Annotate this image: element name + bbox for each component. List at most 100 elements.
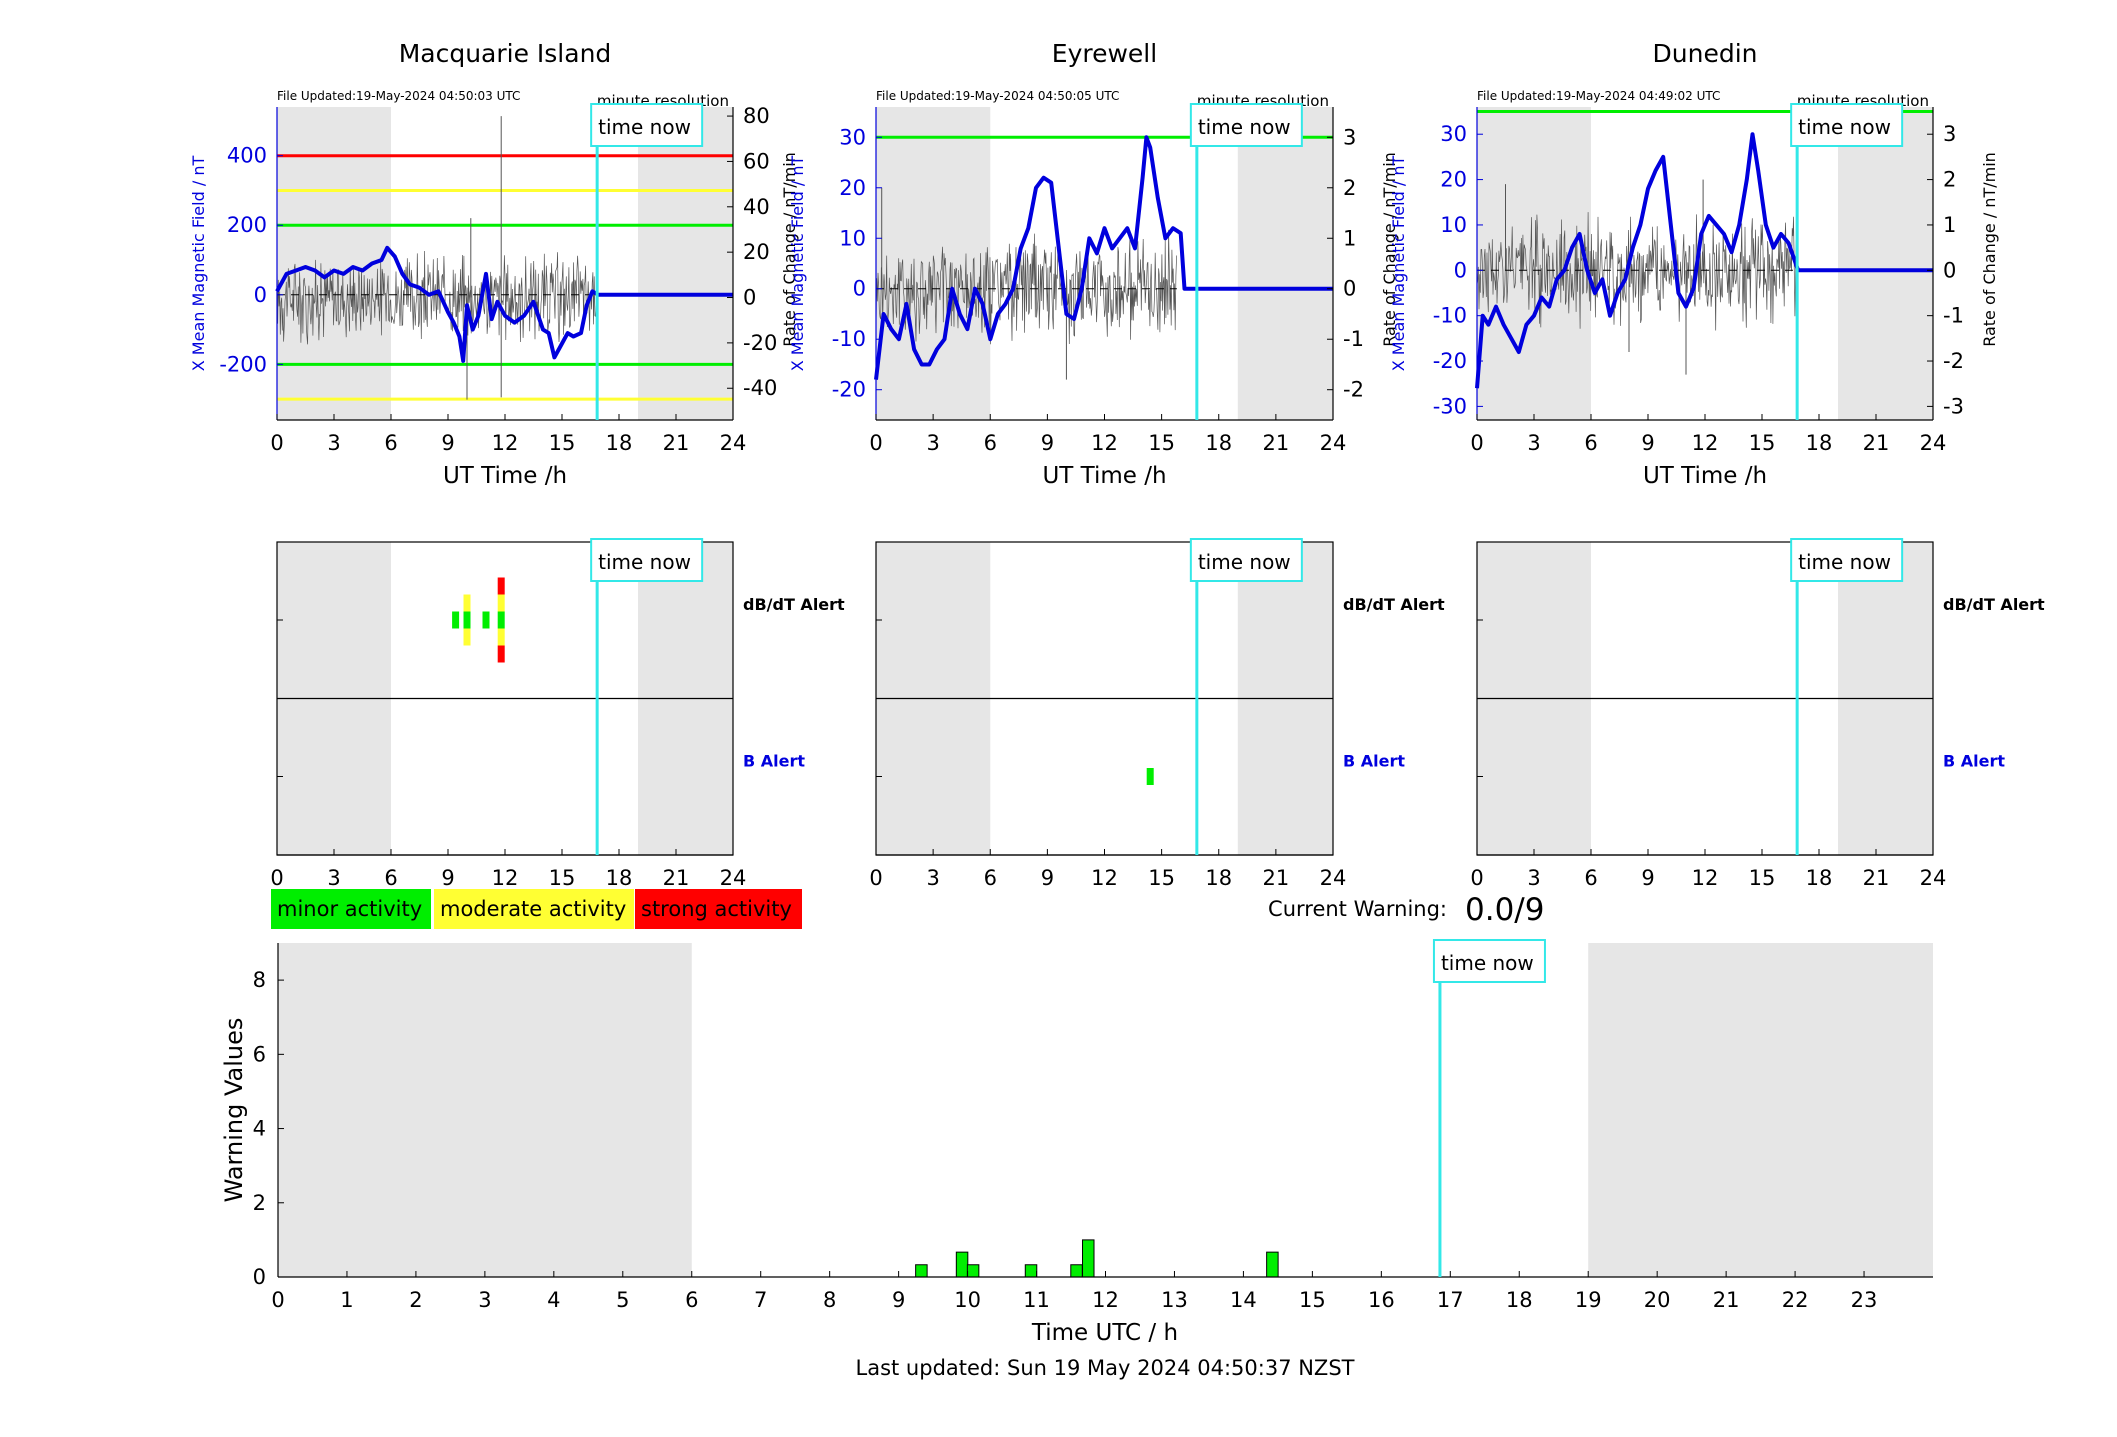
x-tick-label: 0 <box>869 431 882 455</box>
x-tick-label: 12 <box>1692 431 1719 455</box>
x-tick-label: 0 <box>270 866 283 890</box>
x-tick-label: 12 <box>1692 866 1719 890</box>
x-tick-label: 10 <box>954 1288 981 1312</box>
y-tick-label: -20 <box>1433 349 1467 373</box>
warning-bar <box>966 1264 980 1278</box>
y-tick-label: 30 <box>1440 122 1467 146</box>
x-tick-label: 0 <box>1470 431 1483 455</box>
x-tick-label: 11 <box>1023 1288 1050 1312</box>
alert-mark <box>463 611 471 629</box>
y-tick-label: 0 <box>253 1265 266 1289</box>
x-tick-label: 21 <box>1713 1288 1740 1312</box>
alert-mark <box>1146 768 1154 785</box>
current-warning: Current Warning: 0.0/9 <box>1268 892 1544 928</box>
x-tick-label: 12 <box>492 431 519 455</box>
x-tick-label: 0 <box>270 431 283 455</box>
x-tick-label: 2 <box>409 1288 422 1312</box>
x-tick-label: 18 <box>606 431 633 455</box>
x-tick-label: 7 <box>754 1288 767 1312</box>
x-tick-label: 3 <box>926 431 939 455</box>
last-updated: Last updated: Sun 19 May 2024 04:50:37 N… <box>856 1356 1355 1380</box>
x-tick-label: 23 <box>1851 1288 1878 1312</box>
x-tick-label: 9 <box>441 866 454 890</box>
y-right-tick-label: 2 <box>1343 176 1356 200</box>
warning-bar <box>955 1251 969 1278</box>
night-band <box>278 943 692 1277</box>
x-tick-label: 1 <box>340 1288 353 1312</box>
x-tick-label: 9 <box>1041 431 1054 455</box>
y-right-axis-label: Rate of Change / nT/min <box>780 152 799 347</box>
y-right-tick-label: 3 <box>1343 125 1356 149</box>
time-now-label: time now <box>1798 115 1891 139</box>
x-tick-label: 22 <box>1782 1288 1809 1312</box>
x-tick-label: 18 <box>1506 1288 1533 1312</box>
x-tick-label: 21 <box>663 431 690 455</box>
x-tick-label: 3 <box>1527 866 1540 890</box>
x-tick-label: 14 <box>1230 1288 1257 1312</box>
dbdt-alert-label: dB/dT Alert <box>1943 595 2045 614</box>
x-tick-label: 4 <box>547 1288 560 1312</box>
alert-mark <box>497 577 505 595</box>
file-updated: File Updated:19-May-2024 04:50:05 UTC <box>876 89 1119 103</box>
x-tick-label: 24 <box>1920 866 1947 890</box>
x-tick-label: 18 <box>1806 866 1833 890</box>
y-tick-label: -30 <box>1433 394 1467 418</box>
x-tick-label: 9 <box>441 431 454 455</box>
file-updated: File Updated:19-May-2024 04:49:02 UTC <box>1477 89 1720 103</box>
y-right-tick-label: 1 <box>1943 213 1956 237</box>
warning-bar <box>1070 1264 1083 1278</box>
y-right-tick-label: 2 <box>1943 168 1956 192</box>
alert-panel-1: dB/dT Alert B Alert 0 3 6 9 12 15 18 21 24 time now <box>869 538 1445 890</box>
y-right-tick-label: 20 <box>743 240 770 264</box>
x-tick-label: 3 <box>1527 431 1540 455</box>
alert-mark <box>463 628 471 646</box>
x-tick-label: 9 <box>1041 866 1054 890</box>
legend-swatch-strong <box>635 889 802 929</box>
y-tick-label: 10 <box>839 226 866 250</box>
rate-of-change-series <box>276 250 598 345</box>
time-now-label: time now <box>1798 550 1891 574</box>
y-tick-label: 8 <box>253 968 266 992</box>
activity-legend: minor activity moderate activity strong ac… <box>271 889 802 929</box>
y-tick-label: 2 <box>253 1191 266 1215</box>
magnetometer-chart-1: Eyrewell File Updated:19-May-2024 04:50:0… <box>788 39 1399 489</box>
alert-mark <box>497 628 505 646</box>
x-tick-label: 21 <box>663 866 690 890</box>
legend-label-minor: minor activity <box>277 897 422 921</box>
y-tick-label: -200 <box>219 352 267 376</box>
legend-swatch-moderate <box>434 889 634 929</box>
x-tick-label: 0 <box>271 1288 284 1312</box>
current-warning-value: 0.0/9 <box>1465 892 1544 928</box>
dbdt-alert-label: dB/dT Alert <box>743 595 845 614</box>
y-axis-label: X Mean Magnetic Field / nT <box>189 156 208 372</box>
x-tick-label: 18 <box>1205 431 1232 455</box>
x-tick-label: 18 <box>1205 866 1232 890</box>
y-tick-label: 0 <box>254 283 267 307</box>
alert-mark <box>452 611 460 629</box>
x-tick-label: 8 <box>823 1288 836 1312</box>
x-tick-label: 24 <box>1320 431 1347 455</box>
chart-title: Dunedin <box>1653 39 1758 68</box>
y-right-tick-label: 80 <box>743 104 770 128</box>
x-tick-label: 15 <box>1148 866 1175 890</box>
chart-title: Eyrewell <box>1052 39 1157 68</box>
alert-mark <box>463 594 471 612</box>
x-tick-label: 15 <box>549 431 576 455</box>
warning-bar <box>1082 1239 1095 1278</box>
x-tick-label: 5 <box>616 1288 629 1312</box>
x-tick-label: 24 <box>720 431 747 455</box>
alert-mark <box>497 594 505 612</box>
x-field-series <box>874 135 1333 380</box>
alert-mark <box>497 645 505 663</box>
x-tick-label: 12 <box>1092 1288 1119 1312</box>
x-tick-label: 9 <box>892 1288 905 1312</box>
x-tick-label: 12 <box>492 866 519 890</box>
x-tick-label: 21 <box>1863 431 1890 455</box>
warning-bar <box>1266 1251 1279 1278</box>
y-right-tick-label: -20 <box>743 331 777 355</box>
y-right-tick-label: 0 <box>1943 258 1956 282</box>
y-right-tick-label: 0 <box>743 286 756 310</box>
y-tick-label: 6 <box>253 1042 266 1066</box>
x-tick-label: 16 <box>1368 1288 1395 1312</box>
